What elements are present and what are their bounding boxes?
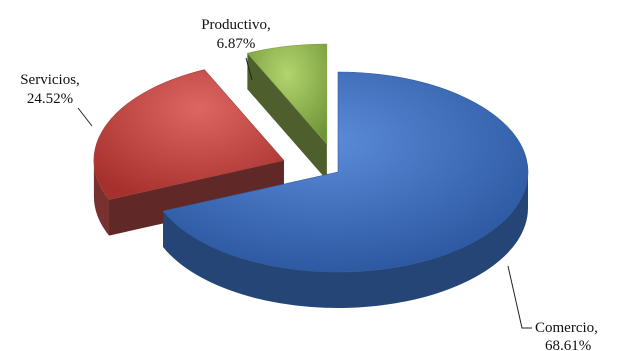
pie-slice-comercio bbox=[162, 71, 529, 309]
leader-line-servicios bbox=[77, 107, 93, 127]
slice-label-servicios: Servicios, bbox=[20, 72, 80, 88]
slice-value-comercio: 68.61% bbox=[545, 338, 591, 351]
slice-label-productivo: Productivo, bbox=[201, 17, 271, 33]
pie-slice-productivo bbox=[246, 43, 328, 181]
leader-line-comercio bbox=[507, 265, 532, 329]
slice-value-servicios: 24.52% bbox=[27, 91, 73, 107]
pie-slice-servicios bbox=[93, 69, 285, 236]
slice-label-comercio: Comercio, bbox=[535, 320, 598, 336]
leader-line-productivo bbox=[245, 57, 253, 81]
slice-value-productivo: 6.87% bbox=[217, 36, 256, 52]
